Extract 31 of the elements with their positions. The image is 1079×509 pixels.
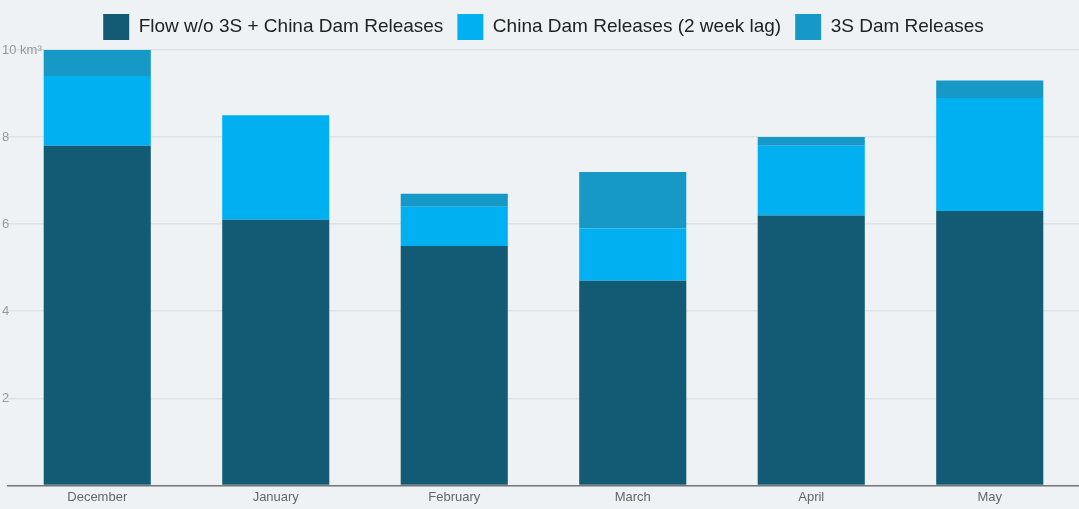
bar (222, 219, 330, 485)
x-tick-label: April (798, 488, 825, 504)
bar (579, 171, 687, 229)
y-tick-label: 6 (2, 215, 10, 231)
bar (936, 211, 1044, 485)
bar (400, 193, 508, 207)
bar (757, 215, 865, 485)
x-tick-label: December (67, 488, 128, 504)
bar (936, 97, 1044, 212)
x-tick-label: February (428, 488, 481, 504)
bar (400, 245, 508, 485)
x-tick-label: January (252, 488, 300, 504)
x-tick-label: May (977, 488, 1003, 504)
y-tick-label: 8 (2, 128, 10, 144)
y-tick-label: 2 (2, 389, 10, 405)
x-tick-label: March (614, 488, 651, 504)
bar (400, 206, 508, 246)
bar (43, 50, 151, 77)
legend-label: China Dam Releases (2 week lag) (492, 15, 782, 37)
bar (579, 228, 687, 281)
y-tick-label: 4 (2, 302, 10, 318)
y-tick-label: 10 km³ (2, 41, 43, 57)
bar (222, 115, 330, 220)
bar (43, 145, 151, 485)
legend-label: 3S Dam Releases (830, 15, 984, 37)
bar (936, 80, 1044, 98)
legend-label: Flow w/o 3S + China Dam Releases (138, 15, 444, 37)
bar (579, 280, 687, 485)
bar (757, 137, 865, 146)
bar (43, 76, 151, 146)
bar (757, 145, 865, 216)
